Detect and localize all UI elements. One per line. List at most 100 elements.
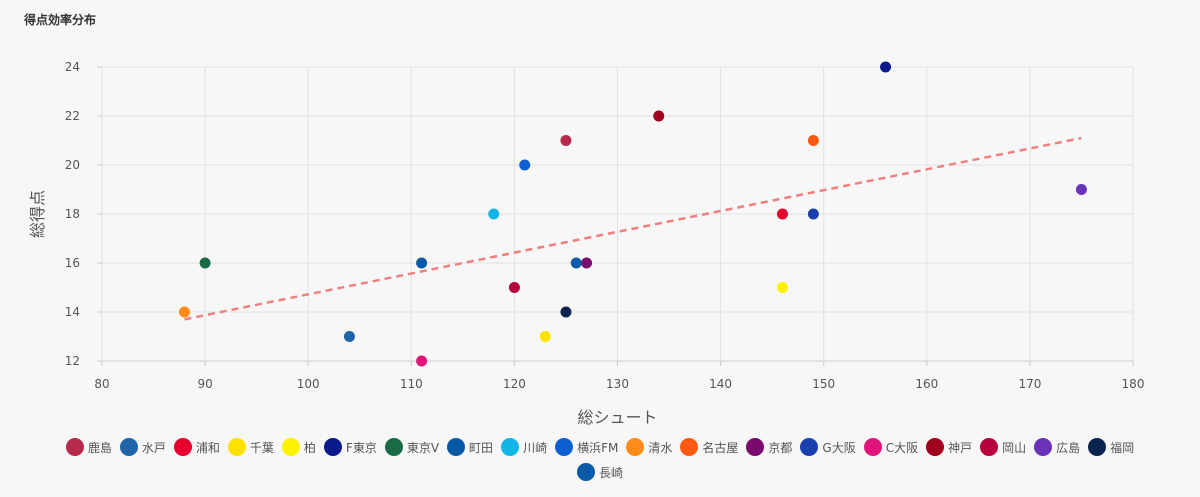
x-tick-label: 180: [1122, 377, 1145, 391]
y-tick-label: 14: [65, 305, 80, 319]
data-point: [653, 110, 665, 122]
legend-item[interactable]: 長崎: [576, 463, 623, 481]
legend-swatch: [980, 438, 999, 456]
legend-swatch: [576, 463, 595, 481]
x-tick-label: 160: [915, 377, 938, 391]
legend-label: 横浜FM: [577, 440, 619, 455]
x-tick-label: 130: [606, 377, 629, 391]
legend-label: 水戸: [141, 440, 166, 455]
legend-swatch: [800, 438, 819, 456]
legend-label: 京都: [768, 440, 793, 455]
legend-swatch: [447, 438, 466, 456]
legend-swatch: [555, 438, 574, 456]
legend-item[interactable]: G大阪: [800, 438, 856, 456]
data-point: [199, 257, 211, 269]
legend-swatch: [384, 438, 403, 456]
legend-item[interactable]: 水戸: [119, 438, 166, 456]
legend-item[interactable]: 福岡: [1088, 438, 1134, 456]
x-tick-label: 110: [400, 377, 423, 391]
legend-item[interactable]: 岡山: [980, 438, 1026, 456]
axes: 80 90 100 110 120 130 140 150 160 170 180 12 14 16 18 2…: [65, 60, 1145, 391]
legend-item[interactable]: 横浜FM: [555, 438, 618, 456]
legend-swatch: [323, 438, 342, 456]
data-point: [807, 135, 819, 146]
legend-swatch: [926, 438, 945, 456]
legend-swatch: [680, 438, 699, 456]
legend-item[interactable]: 京都: [746, 438, 792, 456]
legend-swatch: [227, 438, 246, 456]
data-point: [416, 257, 428, 269]
legend: 鹿島 水戸 浦和 千葉 柏 F東京 東京V 町田 川崎 横浜FM 清水 名古屋 京都 G大阪 C大阪 神戸 岡山…: [0, 438, 1200, 481]
legend-item[interactable]: 町田: [447, 438, 493, 456]
y-tick-label: 18: [65, 207, 80, 221]
x-tick-label: 80: [94, 377, 109, 391]
legend-label: 岡山: [1002, 440, 1027, 455]
data-point: [880, 61, 892, 73]
data-point: [570, 257, 582, 269]
legend-item[interactable]: C大阪: [863, 438, 919, 456]
data-point: [560, 306, 572, 318]
data-point: [776, 208, 788, 220]
data-point: [539, 331, 551, 342]
legend-item[interactable]: 柏: [281, 438, 316, 456]
legend-label: 広島: [1056, 440, 1081, 455]
legend-item[interactable]: 東京V: [384, 438, 440, 456]
x-tick-label: 100: [297, 377, 320, 391]
data-point: [416, 355, 428, 367]
x-tick-label: 150: [812, 377, 835, 391]
data-point: [581, 257, 593, 269]
legend-item[interactable]: 川崎: [501, 438, 547, 456]
data-point: [519, 159, 531, 171]
y-axis-title: 総得点: [28, 190, 47, 238]
legend-label: 名古屋: [702, 440, 739, 455]
legend-swatch: [281, 438, 300, 456]
data-points: [178, 61, 1087, 367]
data-point: [343, 331, 355, 342]
legend-label: 福岡: [1110, 440, 1135, 455]
legend-swatch: [626, 438, 645, 456]
x-tick-label: 120: [503, 377, 526, 391]
legend-label: 神戸: [948, 440, 973, 455]
y-tick-label: 22: [65, 109, 80, 123]
y-tick-label: 24: [65, 60, 80, 74]
legend-swatch: [119, 438, 138, 456]
legend-item[interactable]: F東京: [323, 438, 377, 456]
legend-item[interactable]: 広島: [1034, 438, 1080, 456]
x-tick-label: 140: [709, 377, 732, 391]
legend-swatch: [65, 438, 84, 456]
x-tick-label: 170: [1018, 377, 1041, 391]
y-tick-label: 20: [65, 158, 80, 172]
legend-item[interactable]: 鹿島: [65, 438, 112, 456]
x-tick-label: 90: [197, 377, 212, 391]
legend-label: G大阪: [822, 440, 856, 455]
trendline: [184, 136, 1082, 321]
legend-label: 千葉: [249, 440, 274, 455]
legend-label: 鹿島: [87, 440, 112, 455]
legend-swatch: [1034, 438, 1053, 456]
grid-lines: [101, 66, 1134, 362]
legend-item[interactable]: 浦和: [173, 438, 220, 456]
legend-label: 浦和: [195, 440, 220, 455]
legend-item[interactable]: 千葉: [227, 438, 274, 456]
data-point: [178, 306, 190, 318]
y-tick-label: 16: [65, 256, 80, 270]
x-axis-title: 総シュート: [577, 408, 657, 427]
legend-swatch: [501, 438, 520, 456]
data-point: [807, 208, 819, 220]
legend-label: 町田: [469, 440, 494, 455]
legend-swatch: [746, 438, 765, 456]
data-point: [488, 208, 500, 220]
data-point: [776, 282, 788, 293]
legend-item[interactable]: 神戸: [926, 438, 972, 456]
trendline-group: [184, 136, 1082, 321]
scatter-chart: 80 90 100 110 120 130 140 150 160 170 180 12 14 16 18 2…: [28, 60, 1145, 427]
legend-label: C大阪: [885, 440, 919, 455]
data-point: [560, 135, 572, 146]
legend-item[interactable]: 名古屋: [680, 438, 738, 456]
legend-swatch: [173, 438, 192, 456]
legend-item[interactable]: 清水: [626, 438, 672, 456]
legend-label: 東京V: [406, 440, 440, 455]
page-title: 得点効率分布: [24, 13, 97, 27]
legend-label: 清水: [648, 440, 673, 455]
y-tick-label: 12: [65, 354, 80, 368]
